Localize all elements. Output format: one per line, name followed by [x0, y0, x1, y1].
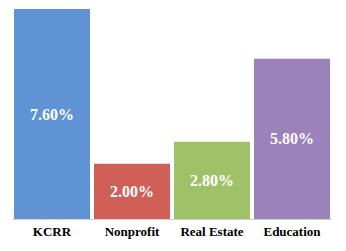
svg-text:KCRR: KCRR — [33, 224, 72, 239]
svg-text:Education: Education — [263, 224, 321, 239]
svg-text:2.80%: 2.80% — [190, 172, 234, 189]
svg-text:Nonprofit: Nonprofit — [105, 224, 160, 239]
svg-text:7.60%: 7.60% — [30, 106, 74, 123]
svg-text:2.00%: 2.00% — [110, 183, 154, 200]
svg-text:5.80%: 5.80% — [270, 130, 314, 147]
svg-text:Real Estate: Real Estate — [180, 224, 243, 239]
